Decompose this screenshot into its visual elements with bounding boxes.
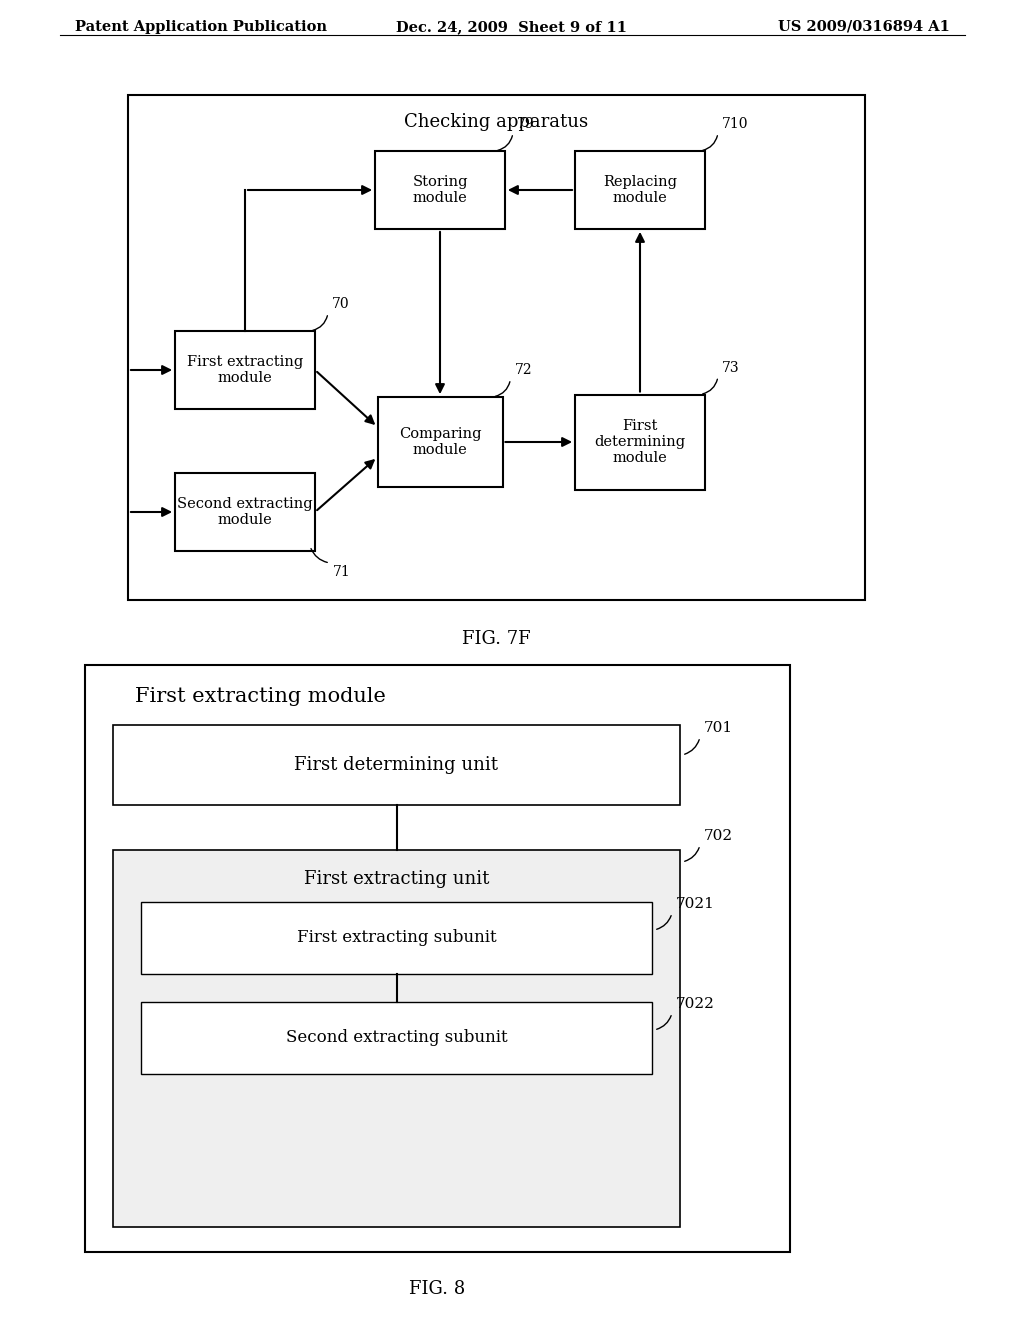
Text: 7022: 7022 <box>676 997 715 1011</box>
Text: 73: 73 <box>722 360 739 375</box>
Text: Patent Application Publication: Patent Application Publication <box>75 20 327 34</box>
Text: 710: 710 <box>722 117 749 131</box>
Text: Storing
module: Storing module <box>413 176 468 205</box>
Bar <box>113 725 680 805</box>
Bar <box>575 150 705 228</box>
Text: 7021: 7021 <box>676 898 715 911</box>
Text: First extracting unit: First extracting unit <box>304 870 489 888</box>
Bar <box>128 95 865 601</box>
Text: 72: 72 <box>514 363 532 378</box>
Text: First extracting module: First extracting module <box>135 686 386 706</box>
Text: First extracting subunit: First extracting subunit <box>297 929 497 946</box>
Text: Dec. 24, 2009  Sheet 9 of 11: Dec. 24, 2009 Sheet 9 of 11 <box>396 20 628 34</box>
Text: Comparing
module: Comparing module <box>398 426 481 457</box>
Bar <box>375 150 505 228</box>
Text: FIG. 7F: FIG. 7F <box>462 630 530 648</box>
Bar <box>85 665 790 1251</box>
Bar <box>575 395 705 490</box>
Text: First determining unit: First determining unit <box>295 756 499 774</box>
Text: First
determining
module: First determining module <box>595 418 685 465</box>
Text: 79: 79 <box>517 117 535 131</box>
Text: Second extracting
module: Second extracting module <box>177 496 312 527</box>
Text: 71: 71 <box>333 565 351 579</box>
Bar <box>113 850 680 1228</box>
Text: 702: 702 <box>705 829 733 843</box>
Bar <box>175 473 315 550</box>
Text: FIG. 8: FIG. 8 <box>410 1280 466 1298</box>
Text: 70: 70 <box>332 297 349 312</box>
Bar <box>141 1002 652 1074</box>
Text: 701: 701 <box>705 721 733 735</box>
Text: US 2009/0316894 A1: US 2009/0316894 A1 <box>778 20 950 34</box>
Text: Replacing
module: Replacing module <box>603 176 677 205</box>
Bar <box>141 902 652 974</box>
Text: Checking apparatus: Checking apparatus <box>404 114 589 131</box>
Text: First extracting
module: First extracting module <box>186 355 303 385</box>
Bar <box>175 331 315 409</box>
Text: Second extracting subunit: Second extracting subunit <box>286 1030 507 1047</box>
Bar <box>378 397 503 487</box>
